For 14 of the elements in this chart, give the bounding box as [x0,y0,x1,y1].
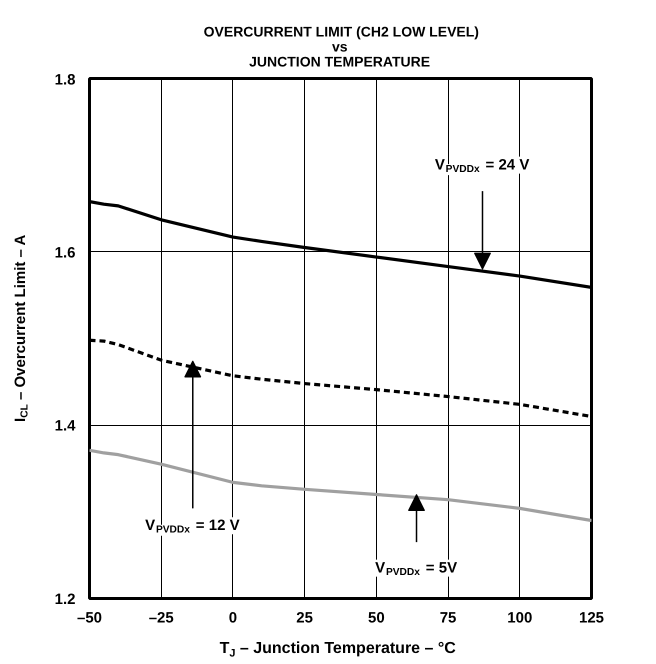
x-tick-label: 100 [507,610,532,626]
x-tick-label: 125 [578,610,604,626]
y-tick-label: 1.2 [54,591,76,608]
chart-title: OVERCURRENT LIMIT (CH2 LOW LEVEL) vs JUNCTION TEMPERATURE [204,24,479,70]
x-tick-label: 50 [368,610,385,626]
y-tick-label: 1.6 [54,244,76,262]
x-tick-label: –50 [76,610,102,626]
y-tick-label: 1.4 [54,418,76,435]
x-tick-label: 75 [440,610,456,626]
x-tick-label: 0 [228,610,238,626]
y-tick-label: 1.8 [54,72,76,88]
x-tick-label: –25 [148,610,174,626]
x-tick-label: 25 [296,610,313,626]
y-axis-title: ICL – Overcurrent Limit – A [12,234,30,422]
